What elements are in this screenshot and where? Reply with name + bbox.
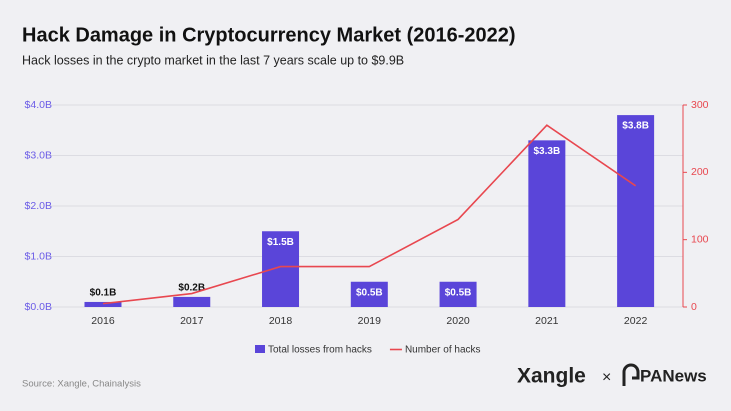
- value-label: $0.5B: [356, 287, 383, 298]
- source: Source: Xangle, Chainalysis: [22, 379, 141, 390]
- y-tick-label: $2.0B: [25, 200, 52, 212]
- x-tick-label: 2021: [535, 315, 559, 327]
- bar: [84, 301, 122, 307]
- y2-tick-label: 100: [691, 233, 709, 245]
- x-tick-label: 2017: [180, 315, 204, 327]
- logo-panews: PANews: [640, 366, 707, 385]
- x-tick-label: 2019: [358, 315, 382, 327]
- panews-icon: [622, 363, 640, 386]
- x-tick-label: 2020: [446, 315, 470, 327]
- chart-subtitle: Hack losses in the crypto market in the …: [22, 53, 404, 67]
- y-tick-label: $0.0B: [25, 301, 52, 313]
- y-tick-label: $4.0B: [25, 99, 52, 111]
- bar: [173, 296, 211, 307]
- value-label: $3.8B: [622, 121, 649, 132]
- chart-title: Hack Damage in Cryptocurrency Market (20…: [22, 24, 516, 46]
- value-label: $1.5B: [267, 237, 294, 248]
- x-tick-label: 2022: [624, 315, 648, 327]
- value-label: $0.1B: [90, 288, 117, 299]
- y-tick-label: $1.0B: [25, 250, 52, 262]
- bar: [528, 140, 566, 307]
- value-label: $0.5B: [445, 287, 472, 298]
- logo-separator: ×: [602, 369, 611, 386]
- y2-tick-label: 300: [691, 99, 709, 111]
- logo-xangle: Xangle: [517, 365, 586, 388]
- y-tick-label: $3.0B: [25, 149, 52, 161]
- legend-swatch: [255, 345, 265, 353]
- bar: [617, 115, 655, 307]
- value-label: $0.2B: [178, 283, 205, 294]
- y2-tick-label: 200: [691, 166, 709, 178]
- legend-label: Total losses from hacks: [268, 345, 372, 356]
- bar: [350, 281, 388, 307]
- line: [102, 124, 637, 305]
- y2-tick-label: 0: [691, 301, 697, 313]
- x-tick-label: 2018: [269, 315, 293, 327]
- x-tick-label: 2016: [91, 315, 115, 327]
- legend-label: Number of hacks: [405, 345, 481, 356]
- bar: [439, 281, 477, 307]
- bar: [262, 231, 300, 307]
- value-label: $3.3B: [533, 146, 560, 157]
